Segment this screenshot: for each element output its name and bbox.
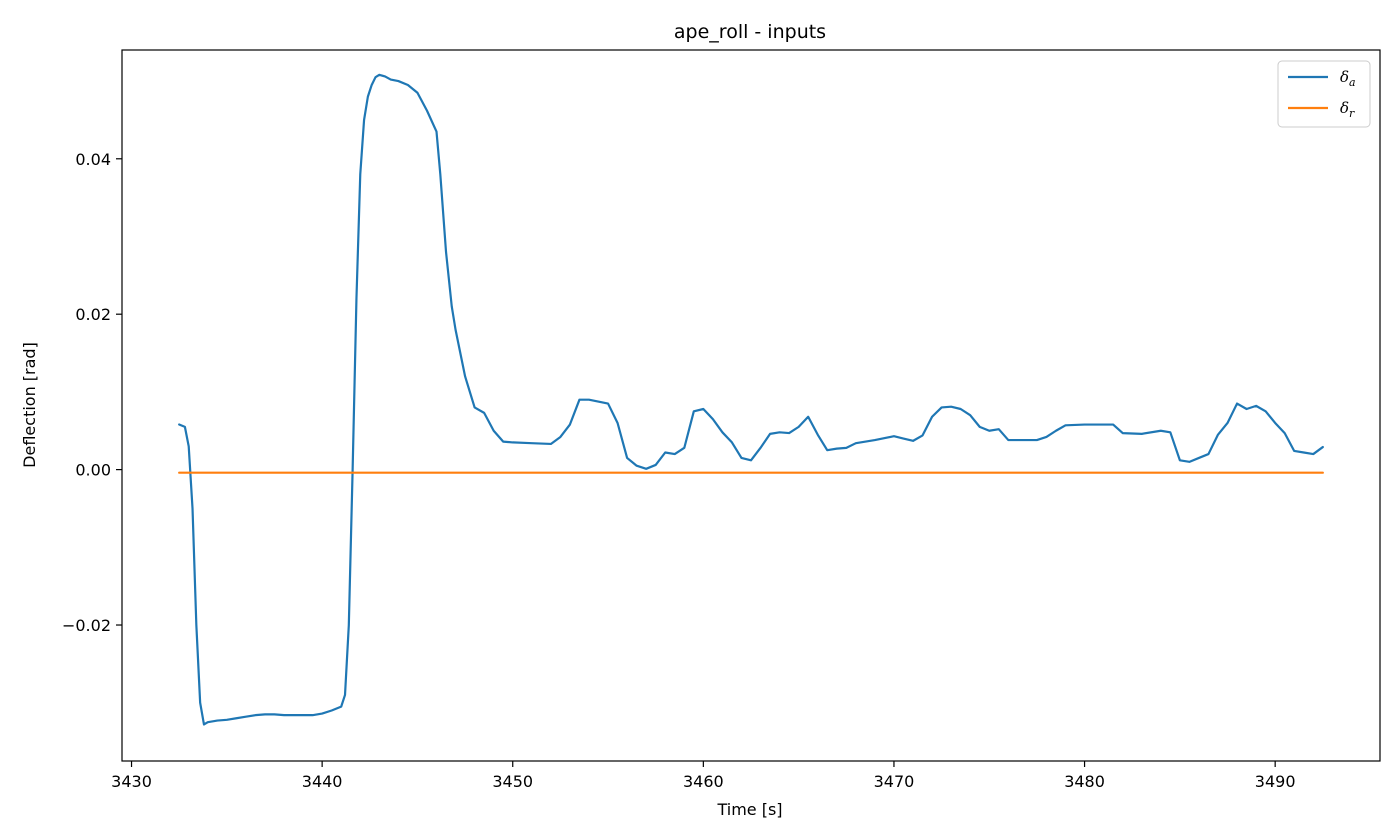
x-tick-label: 3460 [683,772,724,791]
legend-label-delta-a: δa [1340,68,1356,89]
x-tick-label: 3490 [1255,772,1296,791]
x-tick-label: 3450 [492,772,533,791]
y-tick-label: 0.04 [75,150,111,169]
x-tick-label: 3430 [111,772,152,791]
legend-label-delta-r: δr [1340,99,1355,120]
x-axis-ticks: 3430 3440 3450 3460 3470 3480 3490 [111,761,1296,791]
y-tick-label: 0.00 [75,461,111,480]
legend: δa δr [1277,60,1371,128]
series-lines [178,73,1324,726]
y-axis-ticks: −0.02 0.00 0.02 0.04 [62,150,122,635]
plot-area: 3430 3440 3450 3460 3470 3480 3490 −0.02 0.00 0.… [62,49,1381,791]
x-tick-label: 3480 [1064,772,1105,791]
y-axis-label: Deflection [rad] [20,342,39,468]
x-tick-label: 3470 [874,772,915,791]
chart-title: ape_roll - inputs [674,21,826,43]
y-tick-label: 0.02 [75,305,111,324]
x-axis-label: Time [s] [716,800,782,819]
axes-frame [121,49,1381,762]
y-tick-label: −0.02 [62,616,111,635]
series-line-delta-a [178,73,1324,726]
legend-box [1277,60,1371,128]
x-tick-label: 3440 [302,772,343,791]
